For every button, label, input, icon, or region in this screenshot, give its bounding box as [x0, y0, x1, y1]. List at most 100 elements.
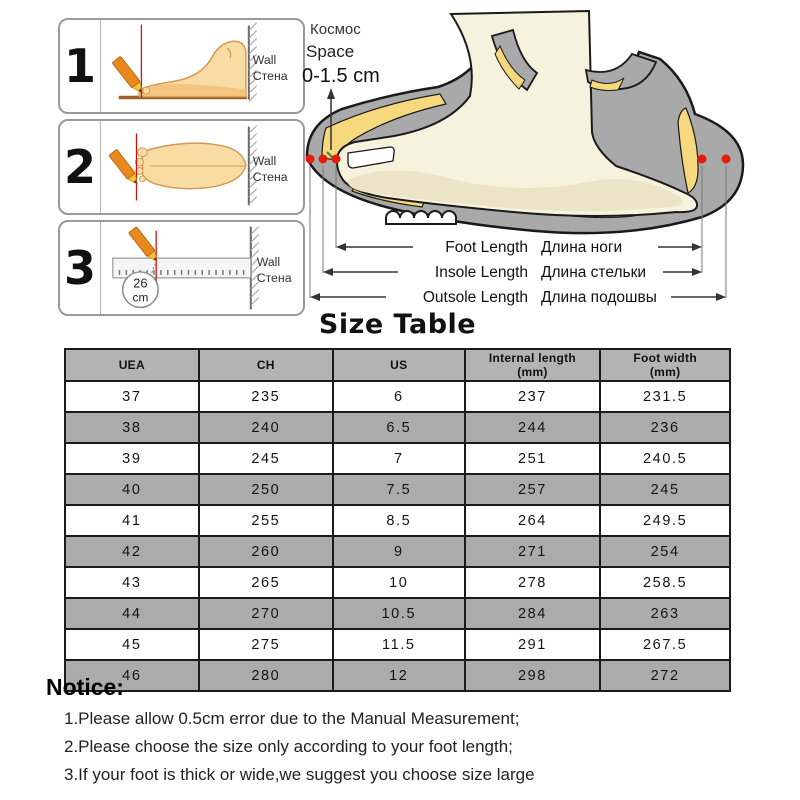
table-cell: 40	[64, 473, 200, 506]
table-row: 41 255 8.5 264 249.5	[64, 504, 731, 537]
column-header: US	[331, 348, 466, 382]
table-cell: 235	[197, 380, 334, 413]
table-cell: 275	[197, 628, 334, 661]
table-cell: 291	[463, 628, 602, 661]
wall-label-en: Wall	[253, 154, 276, 168]
table-row: 46 280 12 298 272	[64, 659, 731, 692]
table-cell: 263	[599, 597, 731, 630]
toenail	[347, 146, 395, 169]
step2-illustration: Wall Стена	[108, 125, 288, 206]
table-cell: 260	[197, 535, 334, 568]
step-number: 3	[60, 222, 101, 314]
insole-length-measure: Insole Length Длина стельки	[323, 261, 702, 283]
table-cell: 272	[599, 659, 731, 692]
measurement-circle	[121, 271, 159, 309]
table-cell: 245	[197, 442, 334, 475]
wall-label-ru: Стена	[257, 271, 292, 285]
measure-label-ru: Длина ноги	[541, 239, 622, 256]
marker-dot-outsole-heel	[721, 154, 731, 164]
table-cell: 265	[197, 566, 334, 599]
table-cell: 250	[197, 473, 334, 506]
table-cell: 38	[64, 411, 200, 444]
table-cell: 245	[599, 473, 731, 506]
column-header: Foot width (mm)	[599, 348, 731, 382]
table-row: 45 275 11.5 291 267.5	[64, 628, 731, 661]
table-row: 42 260 9 271 254	[64, 535, 731, 568]
measure-label-ru: Длина подошвы	[541, 289, 657, 306]
table-cell: 240	[197, 411, 334, 444]
table-cell: 236	[599, 411, 731, 444]
mark-value: 26	[133, 276, 147, 291]
table-row: 38 240 6.5 244 236	[64, 411, 731, 444]
table-cell: 6.5	[331, 411, 466, 444]
wall-label-en: Wall	[257, 255, 280, 269]
measure-label-en: Outsole Length	[423, 289, 528, 306]
mark-unit: cm	[133, 291, 149, 305]
guide-lines	[309, 166, 727, 298]
measure-label-en: Foot Length	[445, 239, 528, 256]
marker-dot-insole-toe	[318, 154, 328, 164]
front-collar-padding	[494, 44, 526, 90]
heel-padding	[677, 107, 699, 194]
notice-item: 3.If your foot is thick or wide,we sugge…	[64, 765, 535, 784]
notice-section: Notice: 1.Please allow 0.5cm error due t…	[46, 674, 535, 789]
back-collar-padding	[589, 77, 625, 92]
table-cell: 37	[64, 380, 200, 413]
size-table-title: Size Table	[318, 309, 477, 340]
table-row: 37 235 6 237 231.5	[64, 380, 731, 413]
table-cell: 10.5	[331, 597, 466, 630]
table-cell: 44	[64, 597, 200, 630]
table-row: 44 270 10.5 284 263	[64, 597, 731, 630]
table-cell: 298	[463, 659, 602, 692]
table-cell: 41	[64, 504, 200, 537]
table-cell: 254	[599, 535, 731, 568]
table-cell: 12	[331, 659, 466, 692]
table-cell: 278	[463, 566, 602, 599]
size-table: UEA CH US Internal length (mm) Foot width (m…	[64, 348, 731, 692]
big-toe	[142, 86, 151, 95]
marker-dot-outsole-toe	[305, 154, 315, 164]
toe	[138, 175, 146, 183]
table-cell: 244	[463, 411, 602, 444]
notice-list: 1.Please allow 0.5cm error due to the Ma…	[46, 705, 535, 789]
table-cell: 237	[463, 380, 602, 413]
space-label-en: Space	[306, 42, 354, 61]
ankle-crease	[226, 47, 232, 59]
wall-label-ru: Стена	[253, 170, 288, 184]
toe	[136, 147, 148, 158]
table-cell: 240.5	[599, 442, 731, 475]
table-cell: 10	[331, 566, 466, 599]
space-arrowhead	[327, 88, 335, 99]
table-cell: 271	[463, 535, 602, 568]
table-cell: 258.5	[599, 566, 731, 599]
space-label-ru: Космос	[310, 21, 361, 38]
measure-step-2: 2 Wall Стена	[58, 119, 305, 215]
column-header: CH	[197, 348, 334, 382]
table-cell: 249.5	[599, 504, 731, 537]
toe	[134, 157, 144, 167]
notice-item: 1.Please allow 0.5cm error due to the Ma…	[64, 709, 520, 728]
space-value: 0-1.5 cm	[302, 65, 380, 87]
step-number: 2	[60, 121, 101, 213]
table-cell: 280	[197, 659, 334, 692]
table-cell: 8.5	[331, 504, 466, 537]
table-cell: 257	[463, 473, 602, 506]
table-cell: 9	[331, 535, 466, 568]
table-header-row: UEA CH US Internal length (mm) Foot width (m…	[64, 348, 731, 382]
measure-step-3: 3 26 cm Wall Стена	[58, 220, 305, 316]
table-row: 40 250 7.5 257 245	[64, 473, 731, 506]
table-row: 39 245 7 251 240.5	[64, 442, 731, 475]
table-cell: 11.5	[331, 628, 466, 661]
notice-title: Notice:	[46, 674, 124, 700]
table-cell: 255	[197, 504, 334, 537]
table-cell: 42	[64, 535, 200, 568]
table-cell: 39	[64, 442, 200, 475]
table-cell: 7	[331, 442, 466, 475]
table-cell: 264	[463, 504, 602, 537]
wall-label-ru: Стена	[253, 69, 288, 83]
marker-dot-foot-toe	[331, 154, 341, 164]
foot-inside-shoe	[335, 9, 699, 217]
shoe-cross-section-diagram: Космос Space 0-1.5 cm Foot Length Длина …	[302, 9, 745, 308]
foot-shading	[138, 83, 246, 97]
